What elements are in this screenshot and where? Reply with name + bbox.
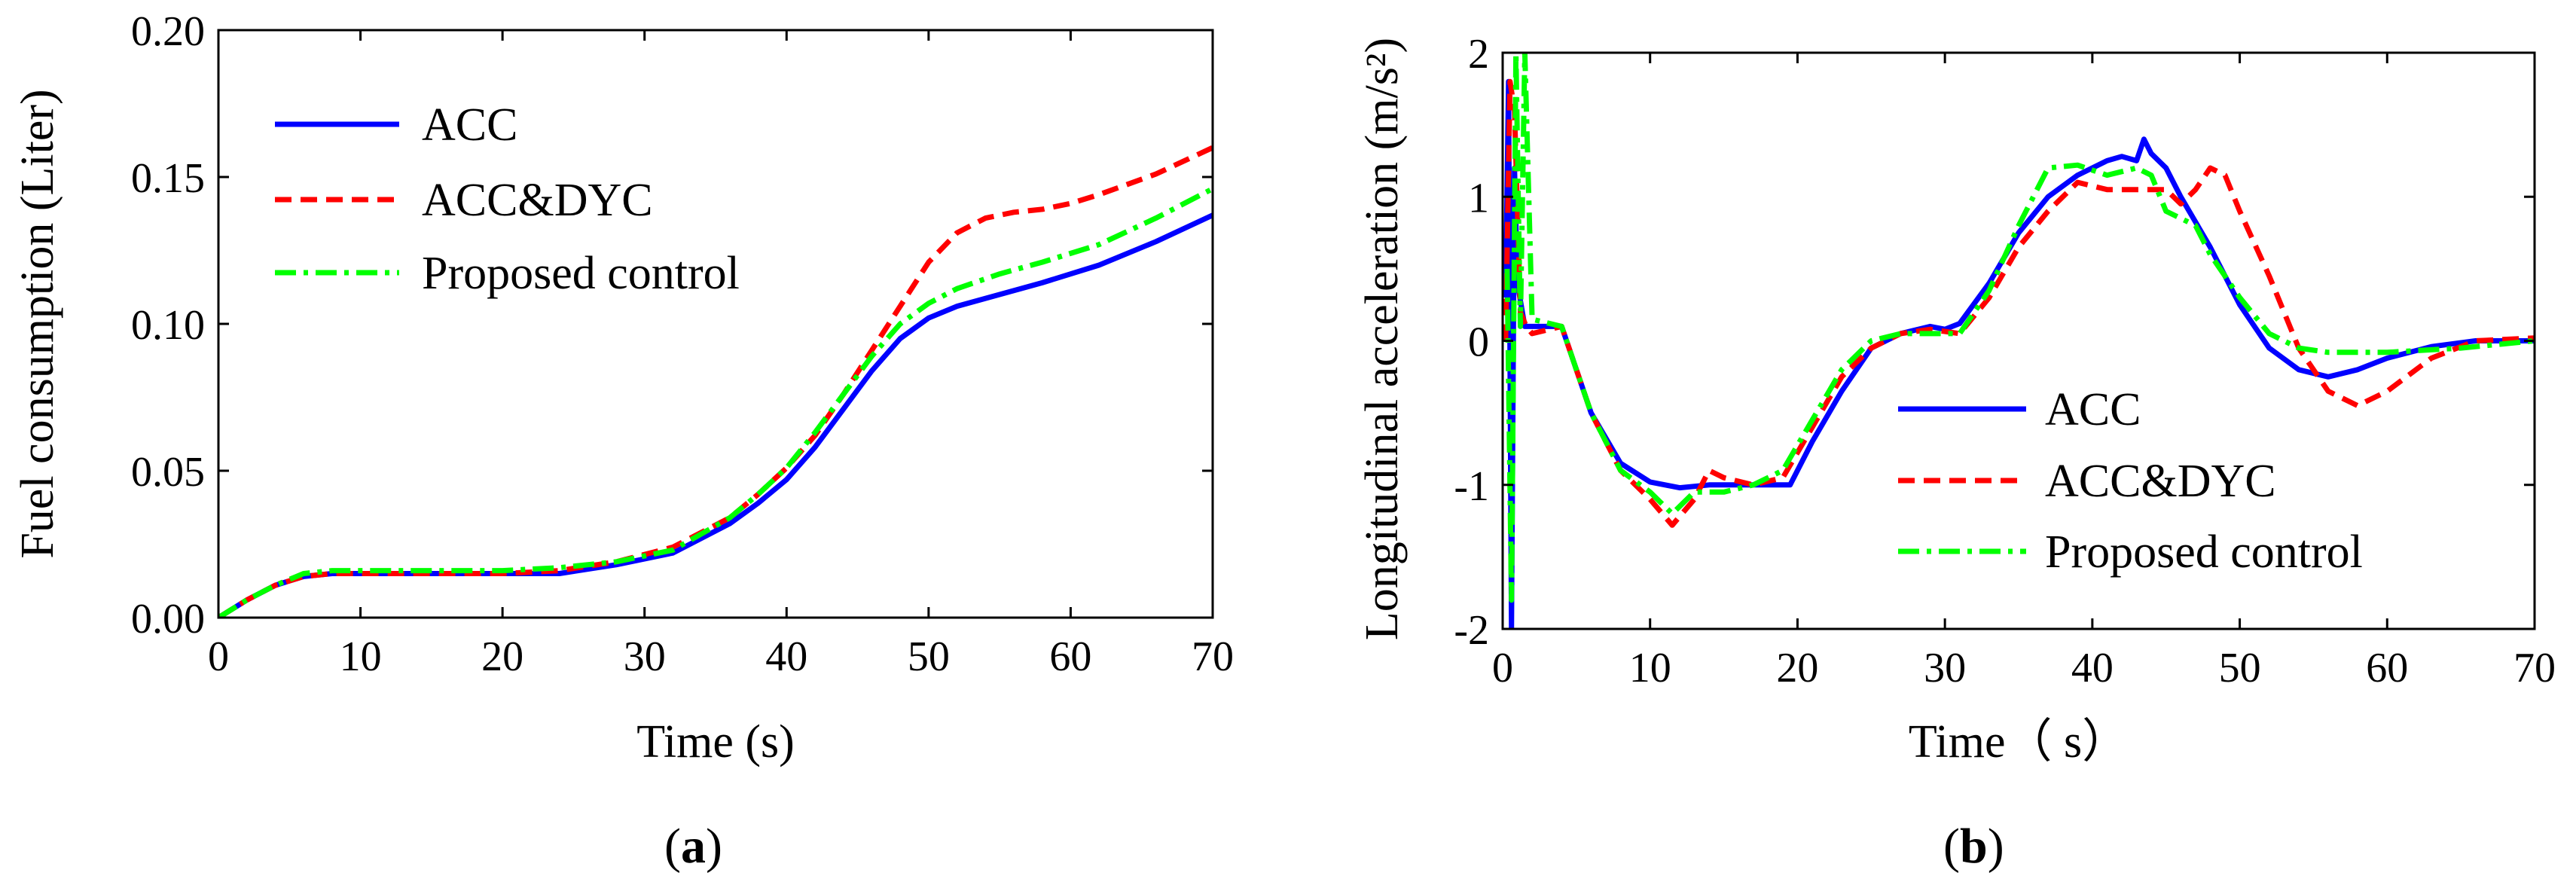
x-tick-label: 20 — [1776, 645, 1818, 691]
chart-b-y-axis-label: Longitudinal acceleration (m/s²) — [1357, 38, 1408, 640]
series-line-acc-dyc — [1503, 78, 2535, 528]
legend-a-acc-label: ACC — [422, 99, 517, 151]
chart-b-panel-label: (b) — [1943, 819, 2004, 874]
chart-b-x-ticks: 0 10 20 30 40 50 60 70 — [1492, 53, 2556, 691]
x-tick-label: 10 — [340, 633, 382, 680]
x-tick-label: 60 — [2366, 645, 2408, 691]
x-tick-label: 40 — [2071, 645, 2114, 691]
x-tick-label: 20 — [481, 633, 523, 680]
x-tick-label: 0 — [208, 633, 229, 680]
y-tick-label: 0.05 — [131, 449, 205, 496]
series-line-proposed-control — [218, 186, 1213, 618]
x-tick-label: 50 — [908, 633, 950, 680]
x-tick-label: 30 — [624, 633, 666, 680]
y-tick-label: 0.15 — [131, 155, 205, 202]
chart-b-x-axis-label: Time（ s） — [1909, 716, 2129, 768]
series-line-proposed-control — [1504, 53, 2535, 603]
x-tick-label: 70 — [2513, 645, 2556, 691]
chart-b-panel-close: ) — [1988, 819, 2004, 874]
y-tick-label: 0.20 — [131, 8, 205, 55]
chart-a-x-ticks: 0 10 20 30 40 50 60 70 — [208, 30, 1234, 680]
chart-a-y-axis-label: Fuel consumption (Liter) — [12, 89, 63, 558]
chart-b-y-ticks: -2 -1 0 1 2 — [1454, 31, 2535, 654]
legend-b-accdyc-label: ACC&DYC — [2045, 456, 2276, 507]
chart-a-legend: ACC ACC&DYC Proposed control — [275, 99, 740, 299]
legend-b-acc-label: ACC — [2045, 384, 2141, 435]
chart-a: 0 10 20 30 40 50 60 70 0.00 0.05 0.10 0.15 0.20 Tim… — [12, 8, 1234, 874]
series-line-acc-dyc — [218, 145, 1213, 618]
chart-b-panel-open: ( — [1943, 819, 1960, 874]
chart-a-y-ticks: 0.00 0.05 0.10 0.15 0.20 — [131, 8, 1213, 642]
chart-b-series-layer — [1503, 53, 2535, 629]
chart-b-plot-frame — [1501, 51, 2536, 630]
chart-a-series-layer — [218, 145, 1213, 618]
y-tick-label: -2 — [1454, 607, 1489, 654]
y-tick-label: 0 — [1468, 319, 1489, 366]
legend-a-accdyc-label: ACC&DYC — [422, 175, 653, 226]
chart-a-panel-letter: a — [681, 819, 706, 874]
chart-a-panel-close: ) — [706, 819, 722, 874]
x-tick-label: 70 — [1192, 633, 1234, 680]
y-tick-label: 0.00 — [131, 596, 205, 642]
y-tick-label: -1 — [1454, 463, 1489, 510]
x-tick-label: 40 — [765, 633, 807, 680]
y-tick-label: 0.10 — [131, 302, 205, 349]
x-tick-label: 60 — [1049, 633, 1091, 680]
chart-b-panel-letter: b — [1960, 819, 1988, 874]
chart-a-panel-open: ( — [664, 819, 681, 874]
x-tick-label: 30 — [1924, 645, 1966, 691]
y-tick-label: 1 — [1468, 175, 1489, 221]
x-tick-label: 10 — [1629, 645, 1671, 691]
chart-a-panel-label: (a) — [664, 819, 722, 874]
chart-a-x-axis-label: Time (s) — [636, 716, 795, 768]
chart-b: 0 10 20 30 40 50 60 70 -2 -1 0 1 2 Time（ s） Longitu… — [1357, 31, 2556, 874]
y-tick-label: 2 — [1468, 31, 1489, 78]
legend-a-proposed-label: Proposed control — [422, 248, 740, 299]
x-tick-label: 50 — [2219, 645, 2261, 691]
series-line-acc — [218, 212, 1213, 618]
chart-b-legend: ACC ACC&DYC Proposed control — [1898, 384, 2363, 578]
series-line-acc — [1503, 78, 2535, 629]
legend-b-proposed-label: Proposed control — [2045, 526, 2363, 578]
x-tick-label: 0 — [1492, 645, 1513, 691]
